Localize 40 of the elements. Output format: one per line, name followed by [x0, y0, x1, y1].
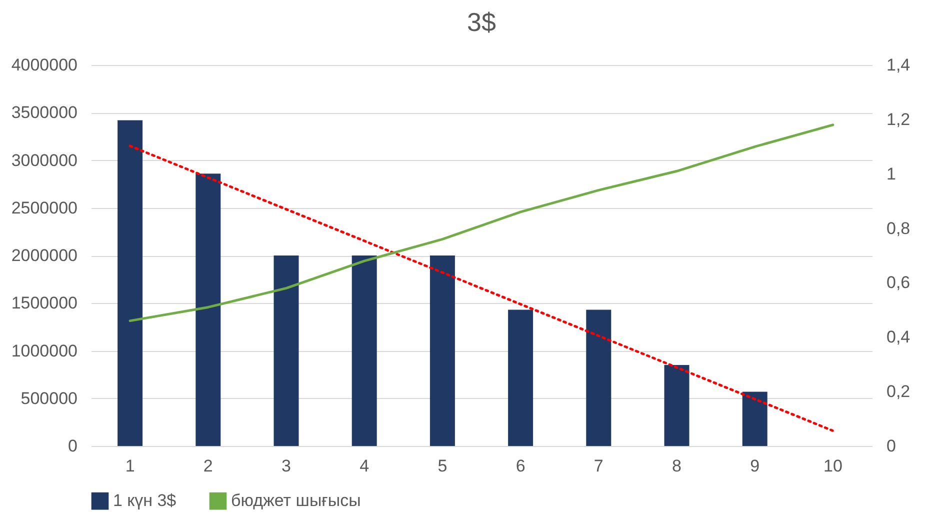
y2-tick-label: 0,8 — [886, 218, 910, 238]
y-tick-label: 1500000 — [11, 294, 78, 313]
legend-label: бюджет шығысы — [231, 491, 361, 510]
y2-tick-label: 1 — [886, 164, 896, 184]
y2-tick-label: 1,4 — [886, 56, 910, 74]
y2-tick-label: 0,4 — [886, 328, 910, 347]
bar — [274, 256, 299, 446]
y-tick-label: 2500000 — [11, 198, 78, 218]
x-tick-label: 8 — [672, 456, 682, 476]
x-tick-label: 6 — [516, 456, 526, 476]
y-tick-label: 2000000 — [11, 246, 78, 265]
chart-title: 3$ — [467, 7, 496, 37]
x-tick-label: 2 — [203, 456, 213, 476]
x-tick-label: 10 — [823, 456, 842, 476]
y2-tick-label: 1,2 — [886, 110, 910, 129]
x-tick-label: 3 — [282, 456, 291, 476]
x-tick-label: 5 — [438, 456, 448, 476]
y2-tick-label: 0 — [886, 436, 896, 456]
x-tick-label: 9 — [750, 456, 760, 476]
bar — [430, 256, 455, 446]
line-series — [128, 124, 834, 322]
bar — [508, 310, 534, 446]
y2-tick-label: 0,6 — [886, 273, 910, 292]
bar — [196, 174, 221, 446]
y-tick-label: 1000000 — [11, 341, 78, 360]
bar — [664, 365, 690, 446]
y-tick-label: 4000000 — [11, 56, 78, 74]
bar — [118, 120, 143, 446]
bar — [352, 256, 377, 446]
y-tick-label: 500000 — [20, 388, 78, 408]
bar — [742, 392, 768, 446]
x-tick-label: 1 — [125, 456, 135, 476]
x-tick-label: 4 — [360, 456, 370, 476]
y-tick-label: 3500000 — [11, 103, 78, 122]
y2-tick-label: 0,2 — [886, 382, 910, 402]
y-tick-label: 3000000 — [11, 150, 78, 170]
x-tick-label: 7 — [594, 456, 604, 476]
legend-label: 1 күн 3$ — [113, 491, 177, 510]
y-tick-label: 0 — [68, 436, 78, 456]
bar — [586, 310, 612, 446]
